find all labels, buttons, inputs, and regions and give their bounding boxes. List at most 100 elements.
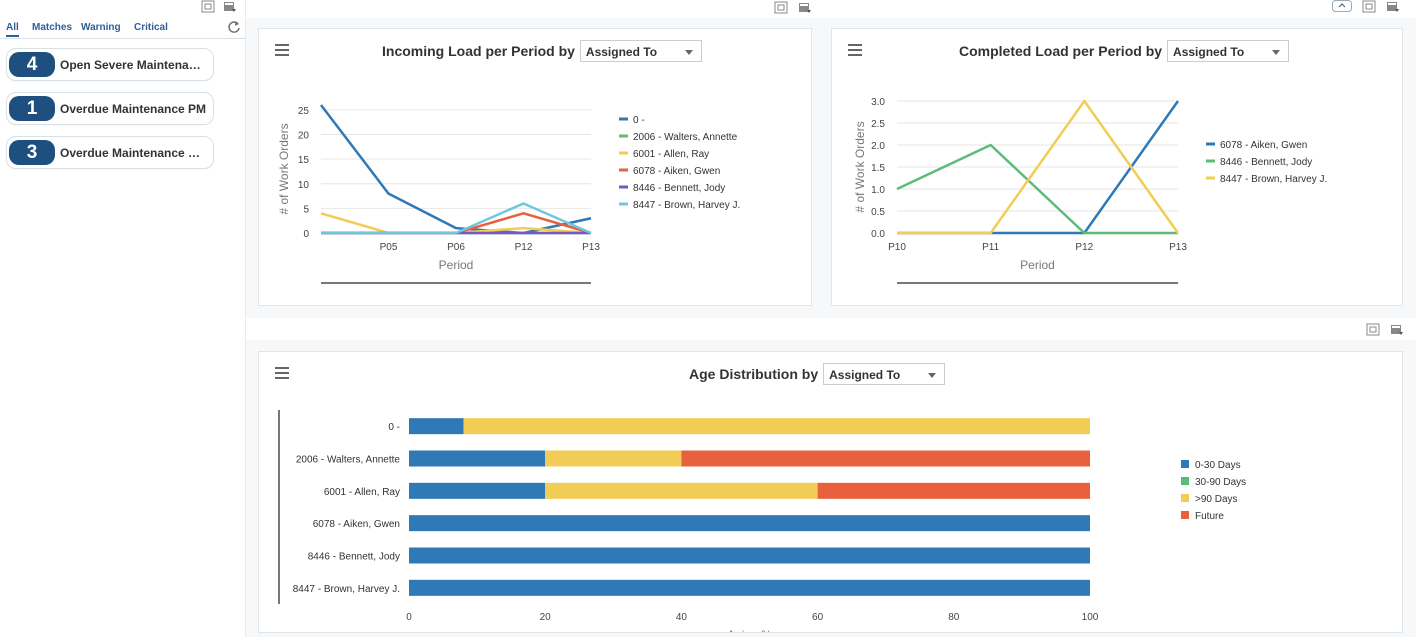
watchlist-label: Open Severe Maintenance: [60, 57, 208, 72]
watchlist-label: Overdue Maintenance WO: [60, 145, 208, 160]
refresh-icon[interactable]: [227, 20, 241, 34]
maximize-icon[interactable]: [201, 0, 215, 13]
legend-label: >90 Days: [1195, 494, 1238, 505]
y-tick-label: 15: [298, 155, 310, 166]
incoming-title: Incoming Load per Period by Assigned To: [382, 40, 702, 62]
x-axis-title: Period: [1020, 258, 1055, 272]
incoming-title-text: Incoming Load per Period by: [382, 43, 575, 59]
y-tick-label: 3.0: [871, 97, 885, 108]
incoming-group-select[interactable]: Assigned To: [579, 40, 702, 62]
watchlist-tabs: All Matches Warning Critical: [0, 20, 245, 39]
tab-all[interactable]: All: [6, 22, 19, 37]
incoming-select-value: Assigned To: [585, 45, 658, 59]
tab-matches[interactable]: Matches: [32, 22, 73, 33]
top-band: [246, 0, 1416, 18]
x-tick-label: 20: [540, 612, 552, 623]
series-line: [320, 104, 592, 235]
maximize-icon[interactable]: [774, 1, 788, 14]
y-axis-title: # of Work Orders: [277, 123, 291, 214]
bar-segment: [545, 482, 818, 499]
y-tick-label: 10: [298, 180, 310, 191]
y-tick-label: 5: [303, 204, 309, 215]
completed-load-chart: 0.0 0.5 1.0 1.5 2.0 2.5 3.0 P10 P11 P12 P13 Period #…: [853, 97, 1327, 284]
incoming-toolbar: [774, 1, 812, 14]
category-label: 6001 - Allen, Ray: [324, 487, 400, 498]
dashboard-main: Incoming Load per Period by Assigned To …: [246, 0, 1416, 637]
chevron-down-icon: [928, 373, 937, 378]
age-distribution-chart: 0 - 2006 - Walters, Annette 6001 - Allen, …: [278, 410, 1246, 632]
watchlist-sidebar: All Matches Warning Critical 4 Open Seve…: [0, 0, 246, 637]
legend-label: 0 -: [633, 115, 645, 126]
export-icon[interactable]: [798, 1, 812, 14]
completed-title-text: Completed Load per Period by: [959, 43, 1163, 59]
x-tick-label: 80: [948, 612, 960, 623]
bar-segment: [409, 418, 464, 435]
collapse-icon[interactable]: [1332, 0, 1352, 12]
watchlist-overdue-maintenance-wo[interactable]: 3 Overdue Maintenance WO: [6, 136, 214, 169]
series-line: [896, 143, 1178, 235]
legend-label: 8447 - Brown, Harvey J.: [1220, 174, 1327, 185]
y-tick-label: 0.0: [871, 229, 885, 240]
watchlist-open-severe-maintenance[interactable]: 4 Open Severe Maintenance: [6, 48, 214, 81]
legend-label: 6001 - Allen, Ray: [633, 149, 709, 160]
export-icon[interactable]: [1390, 323, 1404, 336]
legend-label: 2006 - Walters, Annette: [633, 132, 738, 143]
completed-title: Completed Load per Period by Assigned To: [959, 40, 1290, 62]
category-label: 8446 - Bennett, Jody: [308, 552, 400, 563]
y-tick-label: 20: [298, 131, 310, 142]
bar-segment: [409, 450, 546, 467]
legend-swatch: [1181, 511, 1189, 519]
legend-swatch: [1181, 477, 1189, 485]
category-label: 2006 - Walters, Annette: [296, 455, 401, 466]
bar-segment: [817, 482, 1090, 499]
watchlist-label: Overdue Maintenance PM: [60, 101, 207, 116]
y-tick-label: 0: [303, 229, 309, 240]
x-tick-label: P05: [380, 242, 398, 253]
bar-segment: [409, 547, 1090, 564]
y-tick-label: 1.5: [871, 163, 885, 174]
legend-label: Future: [1195, 511, 1224, 522]
tab-critical[interactable]: Critical: [134, 22, 168, 33]
hamburger-menu-icon[interactable]: [275, 367, 289, 379]
completed-select-value: Assigned To: [1173, 45, 1245, 59]
age-select-value: Assigned To: [829, 368, 901, 382]
y-tick-label: 25: [298, 106, 310, 117]
category-label: 8447 - Brown, Harvey J.: [293, 584, 400, 595]
bar-segment: [463, 418, 1090, 435]
export-icon[interactable]: [223, 0, 237, 13]
bar-segment: [545, 450, 682, 467]
maximize-icon[interactable]: [1362, 0, 1376, 13]
watchlist-count: 1: [9, 96, 55, 121]
maximize-icon[interactable]: [1366, 323, 1380, 336]
incoming-load-chart: 0 5 10 15 20 25 P05 P06 P12 P13 Period # of Work Or…: [277, 104, 740, 284]
category-label: 0 -: [388, 422, 400, 433]
legend-label: 6078 - Aiken, Gwen: [1220, 140, 1307, 151]
chevron-down-icon: [684, 50, 693, 55]
age-group-select[interactable]: Assigned To: [823, 363, 946, 385]
x-tick-label: P13: [582, 242, 600, 253]
watchlist-overdue-maintenance-pm[interactable]: 1 Overdue Maintenance PM: [6, 92, 214, 125]
y-axis-title: # of Work Orders: [853, 121, 867, 212]
completed-load-panel: Completed Load per Period by Assigned To…: [831, 28, 1403, 306]
x-tick-label: 0: [406, 612, 412, 623]
x-tick-label: P11: [982, 242, 999, 253]
bar-segment: [409, 579, 1090, 596]
legend-label: 8447 - Brown, Harvey J.: [633, 200, 740, 211]
x-axis-title: Aging %: [727, 628, 772, 632]
y-tick-label: 1.0: [871, 185, 885, 196]
series-line: [321, 202, 592, 235]
x-tick-label: P06: [447, 242, 465, 253]
series-line: [897, 99, 1180, 235]
completed-group-select[interactable]: Assigned To: [1167, 40, 1290, 62]
hamburger-menu-icon[interactable]: [848, 44, 862, 56]
completed-toolbar: [1332, 0, 1400, 13]
y-tick-label: 0.5: [871, 207, 885, 218]
bar-segment: [409, 482, 546, 499]
watchlist-count: 3: [9, 140, 55, 165]
hamburger-menu-icon[interactable]: [275, 44, 289, 56]
tab-warning[interactable]: Warning: [81, 22, 121, 33]
legend-label: 30-90 Days: [1195, 477, 1246, 488]
export-icon[interactable]: [1386, 0, 1400, 13]
legend-swatch: [1181, 460, 1189, 468]
x-tick-label: P13: [1169, 242, 1187, 253]
